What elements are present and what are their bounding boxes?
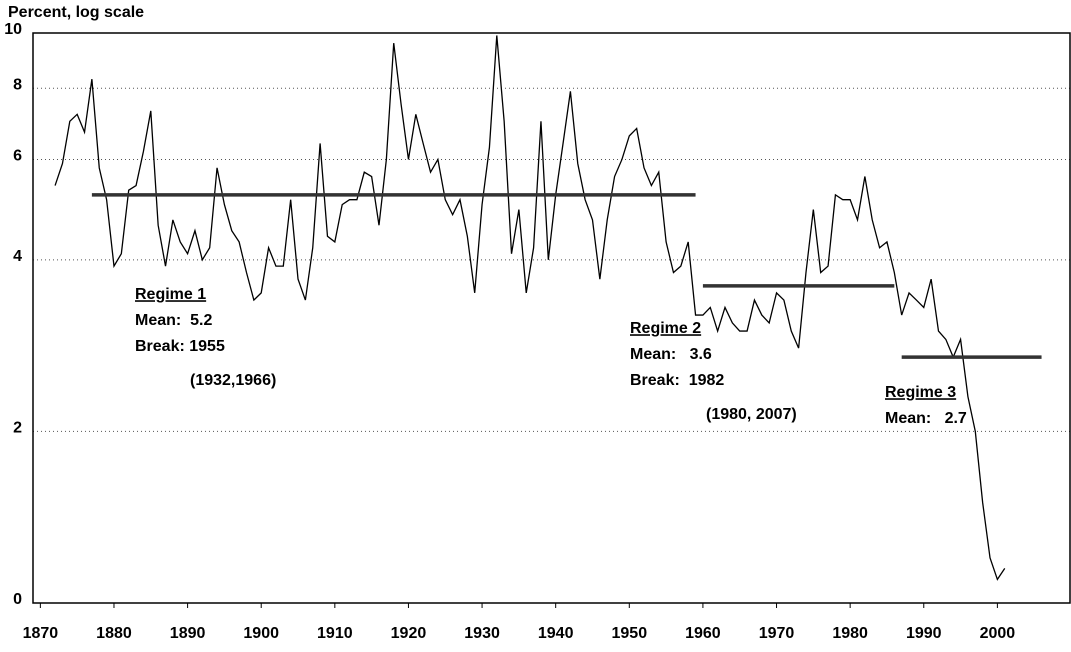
x-tick-label: 1990 <box>906 625 942 642</box>
y-tick-label: 2 <box>13 420 22 437</box>
y-tick-label: 10 <box>4 21 22 38</box>
y-tick-label: 4 <box>13 248 22 265</box>
y-axis-label: Percent, log scale <box>8 4 144 21</box>
x-tick-label: 1940 <box>538 625 574 642</box>
regime-name: Regime 1 <box>135 286 206 303</box>
regime-note: Mean: 3.6 <box>630 346 712 363</box>
x-tick-label: 1910 <box>317 625 353 642</box>
plot-frame <box>32 32 1071 604</box>
x-tick-label: 1950 <box>612 625 648 642</box>
regime-note: Mean: 2.7 <box>885 410 967 427</box>
x-tick-label: 1960 <box>685 625 721 642</box>
x-tick-label: 1890 <box>170 625 206 642</box>
regime-note: Break: 1982 <box>630 372 724 389</box>
regime-note: (1932,1966) <box>190 372 276 389</box>
regime-note: Break: 1955 <box>135 338 225 355</box>
y-tick-label: 8 <box>13 76 22 93</box>
x-tick-label: 1920 <box>391 625 427 642</box>
x-tick-label: 1970 <box>759 625 795 642</box>
y-tick-label: 6 <box>13 148 22 165</box>
regime-note: (1980, 2007) <box>706 406 797 423</box>
x-tick-label: 1930 <box>464 625 500 642</box>
x-tick-label: 1870 <box>23 625 59 642</box>
regime-note: Mean: 5.2 <box>135 312 212 329</box>
regime-name: Regime 3 <box>885 384 956 401</box>
data-line <box>54 35 1006 581</box>
x-tick-label: 1980 <box>832 625 868 642</box>
x-tick-label: 1900 <box>243 625 279 642</box>
y-tick-label: 0 <box>13 591 22 608</box>
regime-name: Regime 2 <box>630 320 701 337</box>
x-tick-label: 2000 <box>980 625 1016 642</box>
x-tick-label: 1880 <box>96 625 132 642</box>
